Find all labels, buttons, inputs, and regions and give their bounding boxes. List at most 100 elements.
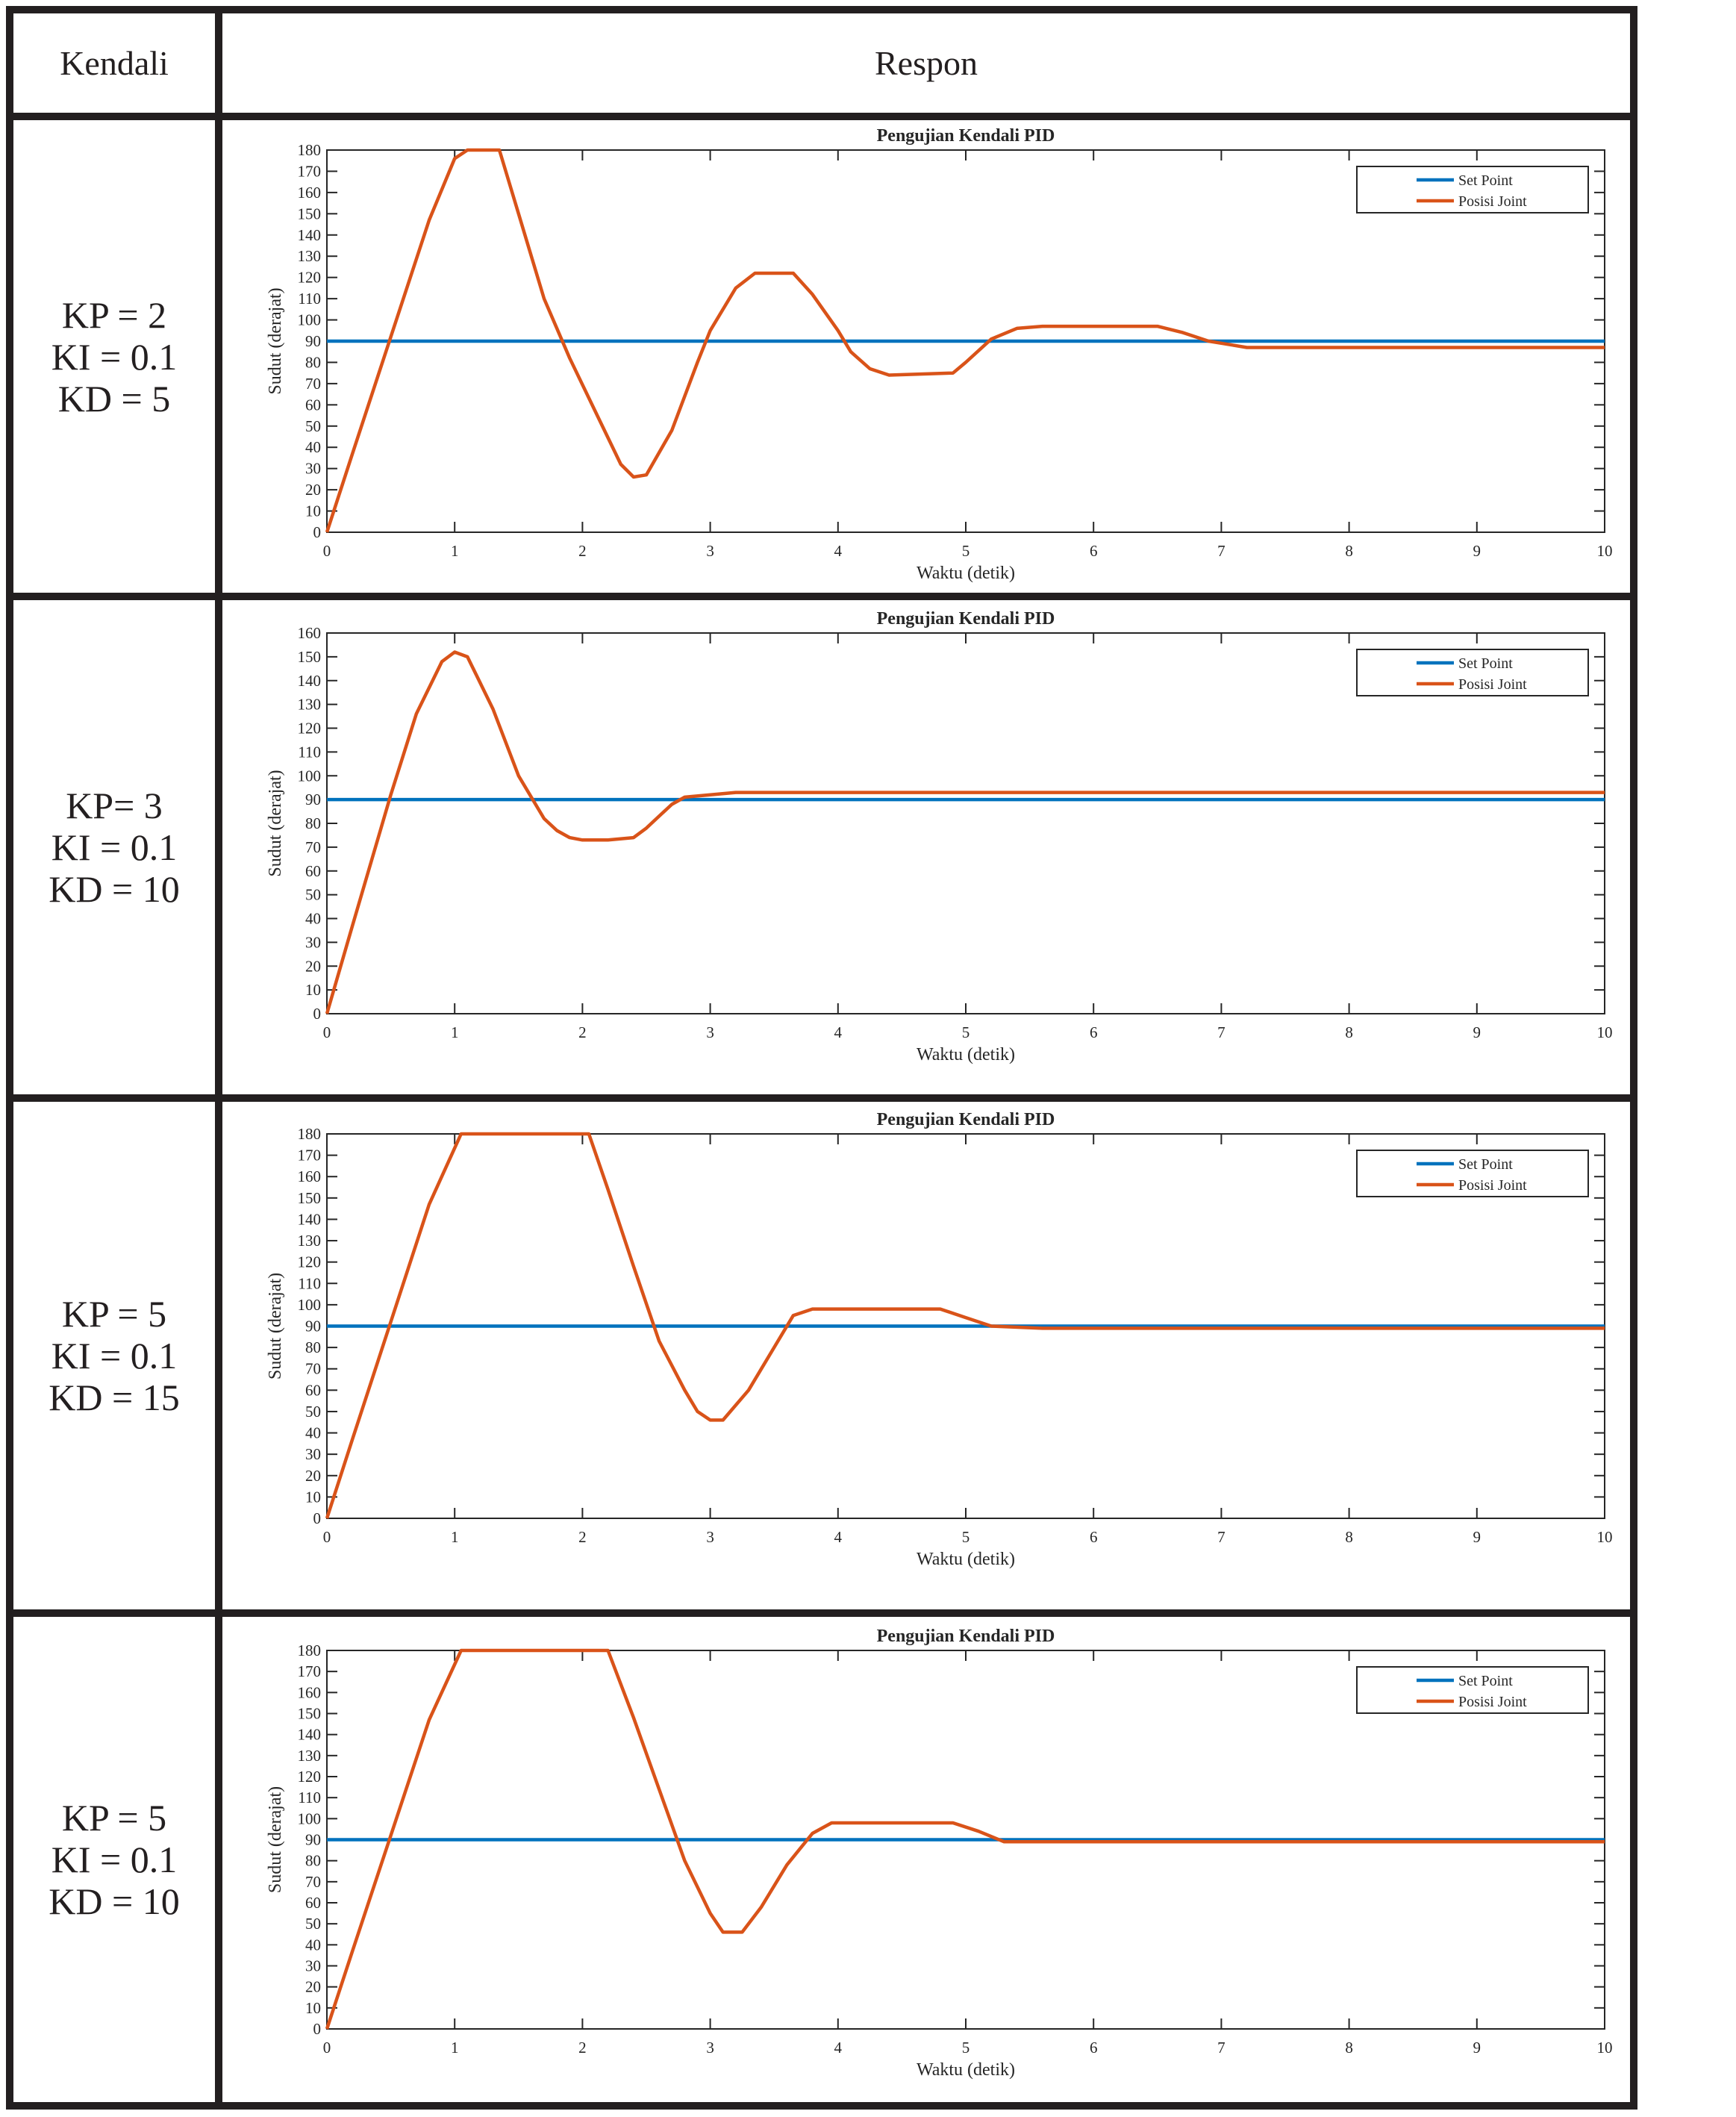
y-tick-label: 30: [305, 1957, 321, 1975]
y-tick-label: 60: [305, 396, 321, 414]
y-tick-label: 100: [298, 767, 322, 785]
y-tick-label: 40: [305, 1424, 321, 1442]
param-kp: KP = 5: [61, 1797, 167, 1839]
legend-box: [1356, 1150, 1589, 1197]
x-tick-label: 10: [1597, 542, 1613, 560]
x-tick-label: 5: [962, 2039, 970, 2057]
y-tick-label: 150: [298, 648, 322, 666]
param-kp: KP = 2: [61, 293, 167, 336]
x-tick-label: 0: [323, 1023, 331, 1041]
y-tick-label: 70: [305, 1360, 321, 1378]
x-tick-label: 3: [706, 542, 714, 560]
x-tick-label: 4: [834, 542, 843, 560]
y-tick-label: 110: [298, 1789, 321, 1806]
x-axis-label: Waktu (detik): [917, 2060, 1015, 2080]
y-tick-label: 0: [313, 1509, 322, 1527]
x-tick-label: 6: [1090, 1528, 1098, 1546]
x-tick-label: 9: [1473, 2039, 1481, 2057]
posisi-joint-line: [325, 650, 1605, 1014]
y-tick-label: 10: [305, 502, 321, 520]
x-tick-label: 10: [1597, 1023, 1613, 1041]
legend-label: Set Point: [1458, 172, 1513, 189]
x-tick-label: 3: [706, 1023, 714, 1041]
y-tick-label: 60: [305, 862, 321, 880]
y-tick-label: 30: [305, 460, 321, 478]
y-tick-label: 20: [305, 1978, 321, 1996]
y-tick-label: 150: [298, 205, 322, 222]
x-axis-label: Waktu (detik): [917, 564, 1015, 583]
x-tick-label: 2: [578, 1528, 587, 1546]
x-tick-label: 2: [578, 542, 587, 560]
x-tick-label: 1: [451, 2039, 459, 2057]
y-tick-label: 50: [305, 417, 321, 435]
y-tick-label: 100: [298, 1809, 322, 1827]
y-tick-label: 60: [305, 1381, 321, 1399]
y-tick-label: 90: [305, 1831, 321, 1849]
y-tick-label: 130: [298, 247, 322, 265]
y-tick-label: 30: [305, 933, 321, 951]
column-divider: [215, 13, 222, 2102]
param-kd: KD = 10: [49, 868, 180, 910]
y-tick-label: 160: [298, 624, 322, 642]
chart-title: Pengujian Kendali PID: [877, 1110, 1055, 1129]
y-tick-label: 120: [298, 1253, 322, 1271]
y-tick-label: 120: [298, 720, 322, 738]
chart-title: Pengujian Kendali PID: [877, 1627, 1055, 1646]
x-tick-label: 4: [834, 1023, 843, 1041]
results-table: Kendali Respon KP = 2 KI = 0.1 KD = 5 KP…: [6, 6, 1637, 2110]
param-kd: KD = 5: [57, 377, 171, 420]
y-tick-label: 140: [298, 226, 322, 244]
y-tick-label: 0: [313, 523, 322, 541]
y-tick-label: 60: [305, 1894, 321, 1912]
y-tick-label: 20: [305, 481, 321, 499]
row-divider: [13, 593, 1630, 600]
header-kendali: Kendali: [60, 44, 169, 82]
x-tick-label: 5: [962, 542, 970, 560]
y-tick-label: 160: [298, 1683, 322, 1701]
posisi-joint-line: [325, 1132, 1605, 1519]
y-tick-label: 0: [313, 1005, 322, 1023]
kendali-cell-3: KP = 5 KI = 0.1 KD = 15: [13, 1102, 215, 1609]
y-tick-label: 160: [298, 184, 322, 202]
y-tick-label: 130: [298, 1747, 322, 1765]
x-tick-label: 9: [1473, 542, 1481, 560]
y-tick-label: 10: [305, 1999, 321, 2017]
x-tick-label: 8: [1345, 1528, 1353, 1546]
row-divider: [13, 1609, 1630, 1617]
x-tick-label: 0: [323, 542, 331, 560]
y-tick-label: 90: [305, 1318, 321, 1335]
y-tick-label: 70: [305, 375, 321, 393]
legend-label: Posisi Joint: [1458, 193, 1527, 210]
y-tick-label: 140: [298, 672, 322, 690]
param-kp: KP = 5: [61, 1293, 167, 1335]
x-tick-label: 7: [1217, 2039, 1225, 2057]
y-tick-label: 130: [298, 696, 322, 714]
x-tick-label: 2: [578, 1023, 587, 1041]
x-tick-label: 6: [1090, 1023, 1098, 1041]
y-tick-label: 170: [298, 1662, 322, 1680]
y-tick-label: 80: [305, 353, 321, 371]
legend-box: [1356, 166, 1589, 213]
y-tick-label: 90: [305, 332, 321, 350]
y-tick-label: 30: [305, 1445, 321, 1463]
param-ki: KI = 0.1: [51, 826, 178, 868]
y-tick-label: 160: [298, 1167, 322, 1185]
x-tick-label: 3: [706, 1528, 714, 1546]
y-tick-label: 170: [298, 162, 322, 180]
y-tick-label: 70: [305, 1873, 321, 1891]
y-axis-label: Sudut (derajat): [266, 1273, 285, 1379]
y-tick-label: 150: [298, 1705, 322, 1723]
chart-title: Pengujian Kendali PID: [877, 126, 1055, 146]
param-ki: KI = 0.1: [51, 1839, 178, 1880]
x-tick-label: 7: [1217, 1023, 1225, 1041]
posisi-joint-line: [325, 148, 1605, 533]
x-tick-label: 5: [962, 1528, 970, 1546]
y-tick-label: 80: [305, 1852, 321, 1870]
x-tick-label: 10: [1597, 2039, 1613, 2057]
y-tick-label: 120: [298, 269, 322, 287]
x-tick-label: 6: [1090, 2039, 1098, 2057]
x-tick-label: 7: [1217, 542, 1225, 560]
